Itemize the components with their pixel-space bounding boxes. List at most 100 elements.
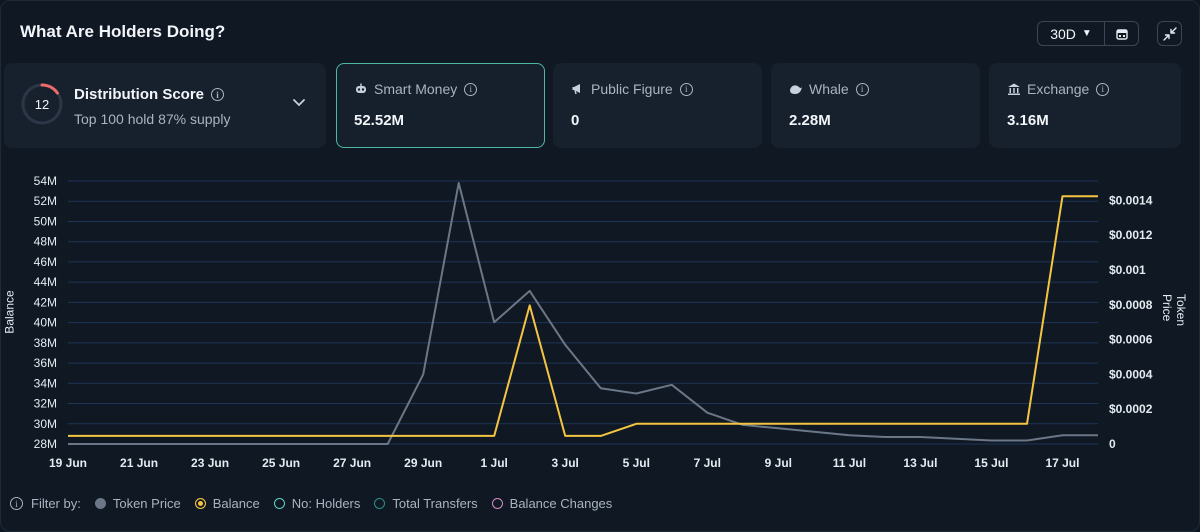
legend-dot — [491, 498, 503, 509]
card-label: Smart Money — [374, 81, 458, 97]
x-tick: 15 Jul — [974, 456, 1008, 470]
y-left-tick: 34M — [34, 376, 57, 390]
info-icon[interactable]: i — [679, 82, 693, 96]
card-exchange[interactable]: Exchange i 3.16M — [989, 63, 1181, 148]
y-right-tick: $0.001 — [1109, 263, 1146, 277]
distribution-score: 12 — [35, 97, 49, 112]
card-label: Public Figure — [591, 81, 673, 97]
filter-item-label: Balance — [212, 496, 260, 511]
y-right-tick: $0.0014 — [1109, 193, 1153, 207]
calendar-button[interactable] — [1105, 22, 1138, 45]
card-smart-money[interactable]: Smart Money i 52.52M — [336, 63, 545, 148]
distribution-title-row: Distribution Score i — [74, 86, 225, 103]
card-whale[interactable]: Whale i 2.28M — [771, 63, 980, 148]
y-right-ticks: 0 $0.0002 $0.0004 $0.0006 $0.0008 $0.001 $0.00… — [1109, 193, 1153, 451]
y-left-tick: 36M — [34, 356, 57, 370]
filter-no-holders[interactable]: No: Holders — [273, 496, 361, 511]
distribution-score-ring: 12 — [21, 83, 63, 125]
info-icon[interactable]: i — [464, 82, 478, 96]
x-ticks: 19 Jun 21 Jun 23 Jun 25 Jun 27 Jun 29 Jun 1 Ju… — [49, 456, 1080, 470]
x-tick: 21 Jun — [120, 456, 158, 470]
x-tick: 11 Jul — [833, 456, 866, 470]
filter-token-price[interactable]: Token Price — [94, 496, 181, 511]
y-left-tick: 30M — [34, 417, 57, 431]
y-right-tick: $0.0004 — [1109, 367, 1153, 381]
x-tick: 7 Jul — [694, 456, 721, 470]
y-left-tick: 38M — [34, 336, 57, 350]
x-tick: 29 Jun — [404, 456, 442, 470]
y-left-tick: 52M — [34, 194, 57, 208]
filter-item-label: No: Holders — [291, 496, 361, 511]
distribution-title: Distribution Score — [74, 86, 205, 103]
legend-dot — [273, 498, 285, 509]
megaphone-icon — [572, 84, 580, 95]
y-left-tick: 54M — [34, 174, 57, 188]
y-left-tick: 42M — [34, 295, 57, 309]
legend-dot — [194, 498, 206, 509]
filter-balance[interactable]: Balance — [194, 496, 260, 511]
caret-down-icon: ▼ — [1081, 28, 1092, 39]
x-tick: 13 Jul — [903, 456, 937, 470]
y-left-ticks: 28M 30M 32M 34M 36M 38M 40M 42M 44M 46M 48M 50M 52M 5… — [34, 174, 57, 451]
y-right-tick: $0.0006 — [1109, 333, 1153, 347]
filter-item-label: Token Price — [112, 496, 181, 511]
info-icon[interactable]: i — [211, 88, 225, 101]
panel-title: What Are Holders Doing? — [20, 22, 226, 41]
y-left-tick: 50M — [34, 214, 57, 228]
card-header: Public Figure i — [571, 81, 693, 97]
y-right-tick: 0 — [1109, 437, 1116, 451]
card-value: 3.16M — [1007, 112, 1049, 129]
range-value: 30D — [1050, 25, 1076, 42]
chart-grid — [68, 180, 1098, 445]
range-dropdown-button[interactable]: 30D ▼ — [1038, 22, 1105, 45]
card-header: Whale i — [789, 81, 869, 97]
range-selector: 30D ▼ — [1037, 21, 1139, 46]
y-left-tick: 40M — [34, 316, 57, 330]
x-tick: 3 Jul — [552, 456, 579, 470]
distribution-subtitle: Top 100 hold 87% supply — [74, 111, 231, 127]
legend-dot — [94, 498, 106, 509]
filter-label: Filter by: — [31, 496, 81, 511]
card-label: Whale — [809, 81, 849, 97]
x-tick: 17 Jul — [1045, 456, 1079, 470]
info-icon[interactable]: i — [10, 497, 23, 510]
y-left-tick: 48M — [34, 235, 57, 249]
x-tick: 19 Jun — [49, 456, 87, 470]
distribution-card[interactable] — [4, 63, 326, 148]
filter-balance-changes[interactable]: Balance Changes — [491, 496, 613, 511]
filter-row: i Filter by: Token Price Balance No: Holde… — [10, 496, 612, 511]
bank-icon — [1008, 83, 1020, 95]
x-tick: 27 Jun — [333, 456, 371, 470]
x-tick: 23 Jun — [191, 456, 229, 470]
card-public-figure[interactable]: Public Figure i 0 — [553, 63, 762, 148]
whale-icon — [790, 85, 802, 94]
card-value: 0 — [571, 112, 580, 129]
calendar-icon — [1115, 28, 1128, 40]
y-left-tick: 32M — [34, 397, 57, 411]
card-header: Smart Money i — [354, 81, 478, 97]
info-icon[interactable]: i — [1096, 82, 1110, 96]
card-header: Exchange i — [1007, 81, 1110, 97]
series-line-token-price[interactable] — [68, 182, 1098, 445]
robot-icon — [356, 83, 366, 93]
filter-total-transfers[interactable]: Total Transfers — [374, 496, 478, 511]
filter-item-label: Balance Changes — [509, 496, 613, 511]
collapse-icon — [1162, 26, 1177, 41]
chart-lines — [68, 182, 1098, 445]
card-value: 2.28M — [789, 112, 831, 129]
collapse-button[interactable] — [1157, 21, 1182, 46]
x-tick: 25 Jun — [262, 456, 300, 470]
y-left-tick: 44M — [34, 275, 57, 289]
y-right-tick: $0.0008 — [1109, 298, 1153, 312]
series-line-balance[interactable] — [68, 195, 1098, 437]
card-value: 52.52M — [354, 112, 405, 129]
chevron-down-icon[interactable] — [292, 98, 306, 108]
x-tick: 9 Jul — [765, 456, 792, 470]
filter-items: Token Price Balance No: Holders Total Trans… — [81, 496, 612, 511]
legend-dot — [374, 498, 386, 509]
y-right-tick: $0.0002 — [1109, 402, 1153, 416]
info-icon[interactable]: i — [855, 82, 869, 96]
filter-item-label: Total Transfers — [392, 496, 478, 511]
y-left-tick: 28M — [34, 437, 57, 451]
